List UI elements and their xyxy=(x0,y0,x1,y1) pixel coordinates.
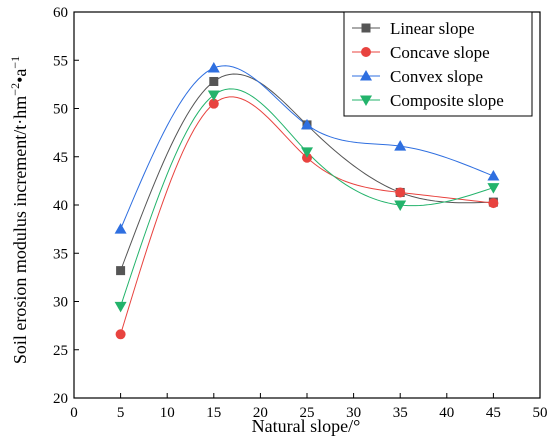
legend-marker-linear-slope xyxy=(361,23,371,33)
x-tick-label: 15 xyxy=(206,405,221,421)
y-tick-label: 40 xyxy=(53,198,68,214)
data-point-linear-slope xyxy=(209,76,219,86)
data-point-convex-slope xyxy=(114,223,127,234)
x-tick-label: 45 xyxy=(486,405,501,421)
x-tick-label: 5 xyxy=(117,405,125,421)
legend-marker-convex-slope xyxy=(360,70,372,81)
y-tick-label: 30 xyxy=(53,295,68,311)
x-tick-label: 25 xyxy=(300,405,315,421)
y-tick-label: 60 xyxy=(53,5,68,21)
x-axis-title: Natural slope/° xyxy=(252,416,361,436)
y-tick-label: 25 xyxy=(53,343,68,359)
legend: Linear slope Concave slope Convex slope Com… xyxy=(343,11,533,117)
y-tick-label: 35 xyxy=(53,246,68,262)
y-tick-label: 20 xyxy=(53,391,68,407)
data-point-composite-slope xyxy=(207,90,220,101)
data-point-convex-slope xyxy=(394,140,407,151)
legend-label-concave-slope: Concave slope xyxy=(390,43,490,62)
legend-marker-composite-slope xyxy=(360,95,372,106)
x-tick-label: 40 xyxy=(439,405,454,421)
x-tick-label: 50 xyxy=(533,405,548,421)
y-tick-label: 45 xyxy=(53,150,68,166)
series-line-concave-slope xyxy=(120,96,494,335)
x-tick-label: 30 xyxy=(346,405,361,421)
x-tick-label: 35 xyxy=(393,405,408,421)
data-point-composite-slope xyxy=(301,147,313,158)
data-point-concave-slope xyxy=(115,329,126,340)
data-point-convex-slope xyxy=(301,118,313,130)
legend-marker-concave-slope xyxy=(361,47,371,57)
legend-label-convex-slope: Convex slope xyxy=(390,67,483,86)
y-tick-label: 50 xyxy=(53,102,68,118)
data-point-concave-slope xyxy=(395,187,406,198)
legend-label-linear-slope: Linear slope xyxy=(390,19,475,38)
data-point-concave-slope xyxy=(208,98,219,109)
data-point-composite-slope xyxy=(487,183,500,194)
x-tick-label: 10 xyxy=(160,405,175,421)
x-tick-label: 20 xyxy=(253,405,268,421)
y-axis-title: Soil erosion modulus increment/t·hm−2•a−… xyxy=(8,56,30,364)
legend-label-composite-slope: Composite slope xyxy=(390,91,504,110)
legend-frame xyxy=(343,11,533,117)
series-markers xyxy=(114,61,500,340)
data-point-composite-slope xyxy=(394,200,407,211)
data-point-convex-slope xyxy=(207,61,220,73)
x-tick-label: 0 xyxy=(70,405,78,421)
data-point-composite-slope xyxy=(114,301,127,313)
data-point-concave-slope xyxy=(488,198,499,209)
data-point-convex-slope xyxy=(487,170,500,181)
y-tick-label: 55 xyxy=(53,53,68,69)
data-point-linear-slope xyxy=(116,266,126,276)
